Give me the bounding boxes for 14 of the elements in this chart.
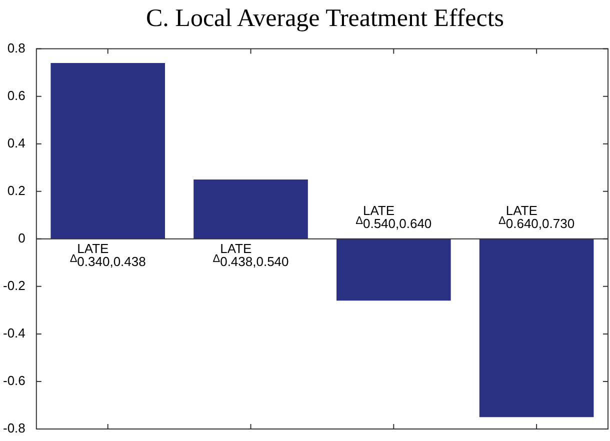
y-tick-label: 0.6 bbox=[7, 88, 26, 103]
bar bbox=[336, 238, 451, 301]
y-tick-label: -0.8 bbox=[2, 420, 26, 436]
bar bbox=[479, 238, 594, 418]
y-tick-label: -0.2 bbox=[2, 278, 26, 294]
y-tick-label: 0.4 bbox=[7, 135, 26, 150]
bar bbox=[50, 63, 166, 239]
y-tick-label: 0 bbox=[18, 230, 26, 246]
y-tick-label: 0.2 bbox=[7, 182, 26, 198]
y-tick-label: 0.8 bbox=[7, 40, 26, 56]
y-tick-label: -0.6 bbox=[2, 373, 26, 388]
y-tick-label: -0.4 bbox=[2, 326, 26, 341]
chart-title: C. Local Average Treatment Effects bbox=[145, 4, 505, 34]
bar bbox=[194, 179, 308, 239]
